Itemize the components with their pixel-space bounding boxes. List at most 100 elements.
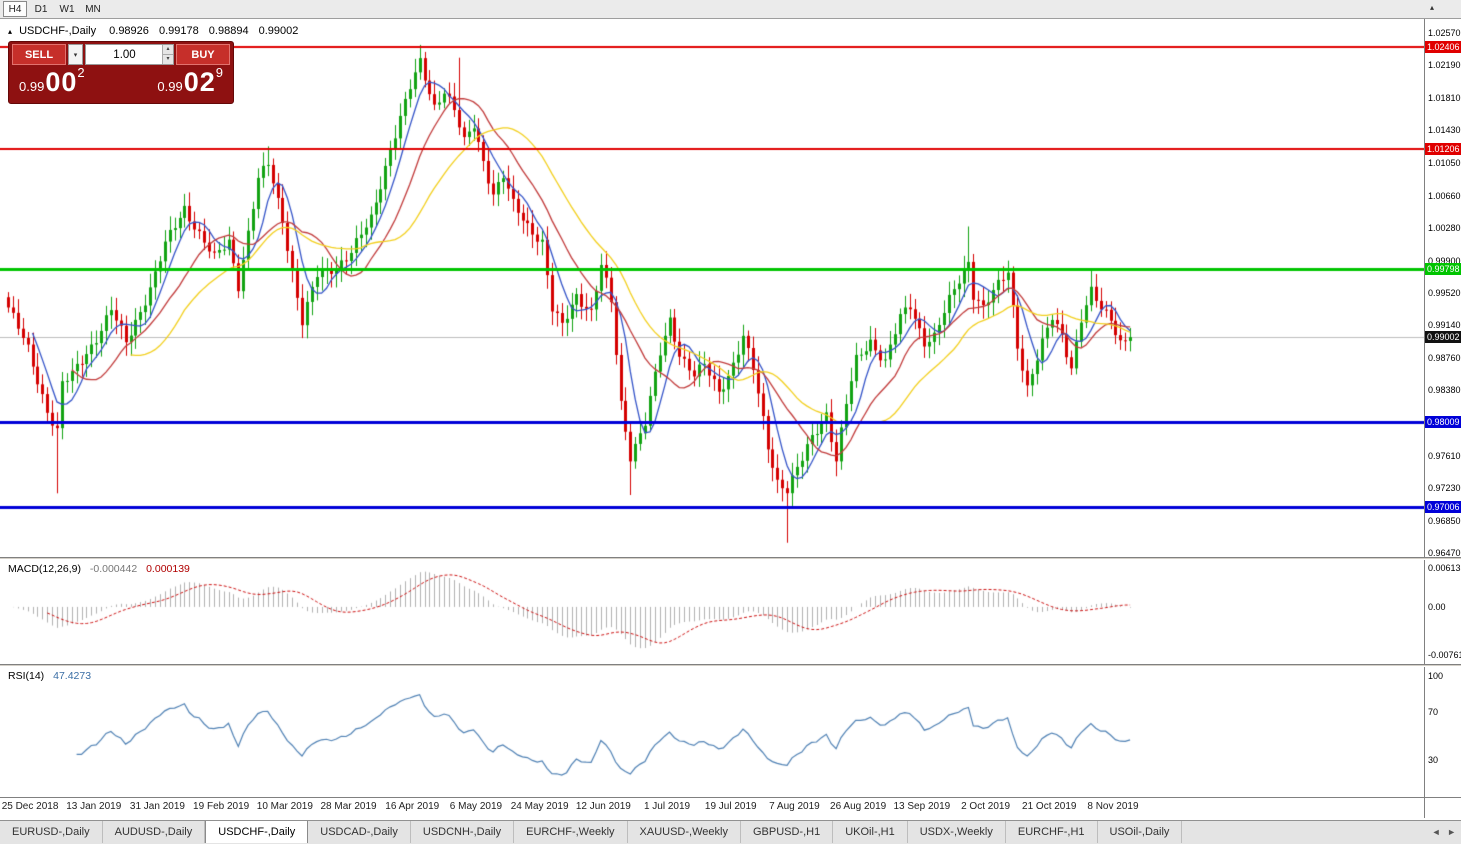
symbol-tab-UKOil-H1[interactable]: UKOil-,H1: [833, 821, 908, 843]
trade-panel-controls: SELL ▾ ▴ ▾ BUY: [9, 42, 233, 65]
symbol-tab-GBPUSD-H1[interactable]: GBPUSD-,H1: [741, 821, 834, 843]
buy-price: 0.99 02 9: [157, 65, 223, 97]
axis-tick: 0.98380: [1428, 385, 1461, 396]
symbol-tab-EURUSD-Daily[interactable]: EURUSD-,Daily: [0, 821, 103, 843]
time-axis-label: 19 Feb 2019: [193, 801, 250, 812]
ohlc-close: 0.99002: [258, 25, 299, 37]
rsi-value: 47.4273: [53, 670, 92, 682]
symbol-tab-EURCHF-Weekly[interactable]: EURCHF-,Weekly: [514, 821, 628, 843]
rsi-label: RSI(14): [8, 670, 45, 682]
time-axis-label: 25 Dec 2018: [1, 801, 59, 812]
axis-tick: 70: [1428, 707, 1439, 717]
price-tag: 1.02406: [1425, 40, 1461, 53]
tab-scroll-left-icon[interactable]: ◄: [1431, 827, 1441, 837]
rsi-indicator-label: RSI(14) 47.4273: [8, 670, 91, 682]
time-axis-label: 28 Mar 2019: [320, 801, 377, 812]
timeframe-buttons: H4 D1 W1 MN: [3, 1, 107, 17]
axis-tick: 0.99900: [1428, 255, 1461, 266]
axis-tick: 0.98760: [1428, 352, 1461, 363]
volume-stepper: ▴ ▾: [162, 45, 173, 64]
chart-tab-bar: EURUSD-,Daily AUDUSD-,Daily USDCHF-,Daily U…: [0, 820, 1461, 844]
time-axis-label: 10 Mar 2019: [256, 801, 313, 812]
sell-price-base: 0.99: [19, 79, 45, 94]
main-chart-canvas[interactable]: [0, 0, 1424, 820]
axis-tick: 1.01050: [1428, 157, 1461, 168]
axis-tick: 0.99520: [1428, 287, 1461, 298]
buy-price-point: 9: [215, 65, 223, 80]
price-tag: 0.98009: [1425, 415, 1461, 428]
time-axis-label: 7 Aug 2019: [769, 801, 820, 812]
symbol-tab-EURCHF-H1[interactable]: EURCHF-,H1: [1006, 821, 1098, 843]
time-axis-line: [0, 797, 1461, 798]
time-axis-label: 31 Jan 2019: [129, 801, 185, 812]
symbol-tab-AUDUSD-Daily[interactable]: AUDUSD-,Daily: [103, 821, 206, 843]
axis-tick: 30: [1428, 755, 1439, 765]
time-axis-label: 2 Oct 2019: [961, 801, 1011, 812]
timeframe-button-d1[interactable]: D1: [34, 3, 48, 15]
buy-button[interactable]: BUY: [176, 44, 230, 65]
one-click-trade-panel: SELL ▾ ▴ ▾ BUY 0.99 00 2 0.99 02 9: [8, 41, 234, 104]
macd-indicator-label: MACD(12,26,9) -0.000442 0.000139: [8, 563, 190, 575]
time-axis-label: 16 Apr 2019: [385, 801, 440, 812]
timeframe-button-h4[interactable]: H4: [3, 1, 27, 17]
sell-button[interactable]: SELL: [12, 44, 66, 65]
tab-scroll-arrows: ◄ ►: [1428, 821, 1456, 844]
axis-tick: 1.02570: [1428, 27, 1461, 38]
time-axis-label: 13 Jan 2019: [66, 801, 122, 812]
pane-separator[interactable]: [0, 664, 1461, 667]
price-scale[interactable]: 1.02570 1.02190 1.01810 1.01430 1.01050 1.006…: [1424, 19, 1461, 818]
axis-tick: 1.02190: [1428, 60, 1461, 71]
macd-label: MACD(12,26,9): [8, 563, 81, 575]
time-axis-label: 13 Sep 2019: [893, 801, 951, 812]
volume-field: ▴ ▾: [85, 44, 174, 65]
volume-down-icon[interactable]: ▾: [162, 54, 173, 64]
sell-price-pips: 00: [45, 67, 78, 97]
macd-signal-value: 0.000139: [146, 563, 190, 575]
time-axis[interactable]: 25 Dec 2018 13 Jan 2019 31 Jan 2019 19 Feb …: [0, 798, 1424, 819]
time-axis-label: 26 Aug 2019: [830, 801, 887, 812]
price-tag: 0.97006: [1425, 501, 1461, 514]
price-tag: 1.01206: [1425, 143, 1461, 156]
buy-price-pips: 02: [183, 67, 216, 97]
sell-price-point: 2: [77, 65, 85, 80]
time-axis-label: 6 May 2019: [449, 801, 503, 812]
axis-tick: 100: [1428, 671, 1444, 681]
time-axis-label: 24 May 2019: [510, 801, 569, 812]
timeframe-button-w1[interactable]: W1: [59, 3, 75, 15]
ohlc-low: 0.98894: [208, 25, 249, 37]
ohlc-high: 0.99178: [158, 25, 199, 37]
symbol-tab-XAUUSD-Weekly[interactable]: XAUUSD-,Weekly: [628, 821, 741, 843]
collapse-icon[interactable]: ▴: [8, 27, 13, 36]
time-axis-label: 12 Jun 2019: [575, 801, 631, 812]
time-axis-label: 21 Oct 2019: [1022, 801, 1077, 812]
volume-input[interactable]: [86, 45, 173, 64]
pane-separator[interactable]: [0, 557, 1461, 560]
volume-up-icon[interactable]: ▴: [162, 45, 173, 54]
buy-price-base: 0.99: [157, 79, 183, 94]
price-tag: 0.99002: [1425, 331, 1461, 344]
macd-main-value: -0.000442: [89, 563, 138, 575]
auto-scroll-icon[interactable]: ▴: [1430, 3, 1435, 12]
timeframe-button-mn[interactable]: MN: [85, 3, 101, 15]
ohlc-open: 0.98926: [109, 25, 149, 37]
symbol-tab-USDCAD-Daily[interactable]: USDCAD-,Daily: [308, 821, 411, 843]
tab-scroll-right-icon[interactable]: ►: [1447, 827, 1456, 837]
axis-tick: 0.00613: [1428, 563, 1461, 574]
sell-price: 0.99 00 2: [19, 65, 85, 97]
axis-tick: 0.96850: [1428, 515, 1461, 526]
symbol-tab-USDCHF-Daily[interactable]: USDCHF-,Daily: [205, 821, 309, 843]
chart-tabs: EURUSD-,Daily AUDUSD-,Daily USDCHF-,Daily U…: [0, 821, 1461, 843]
volume-dropdown-icon[interactable]: ▾: [68, 44, 83, 65]
chart-symbol-label: USDCHF-,Daily: [19, 25, 97, 37]
axis-tick: -0.00761: [1428, 650, 1461, 661]
trade-panel-prices: 0.99 00 2 0.99 02 9: [9, 65, 233, 97]
chart-title: ▴ USDCHF-,Daily 0.98926 0.99178 0.98894 …: [8, 25, 305, 37]
axis-tick: 0.97230: [1428, 483, 1461, 494]
axis-tick: 1.00660: [1428, 190, 1461, 201]
symbol-tab-USDX-Weekly[interactable]: USDX-,Weekly: [908, 821, 1006, 843]
symbol-tab-USDCNH-Daily[interactable]: USDCNH-,Daily: [411, 821, 515, 843]
axis-tick: 0.99140: [1428, 320, 1461, 331]
symbol-tab-USOil-Daily[interactable]: USOil-,Daily: [1098, 821, 1183, 843]
axis-tick: 1.01810: [1428, 92, 1461, 103]
price-tag: 0.99798: [1425, 263, 1461, 276]
